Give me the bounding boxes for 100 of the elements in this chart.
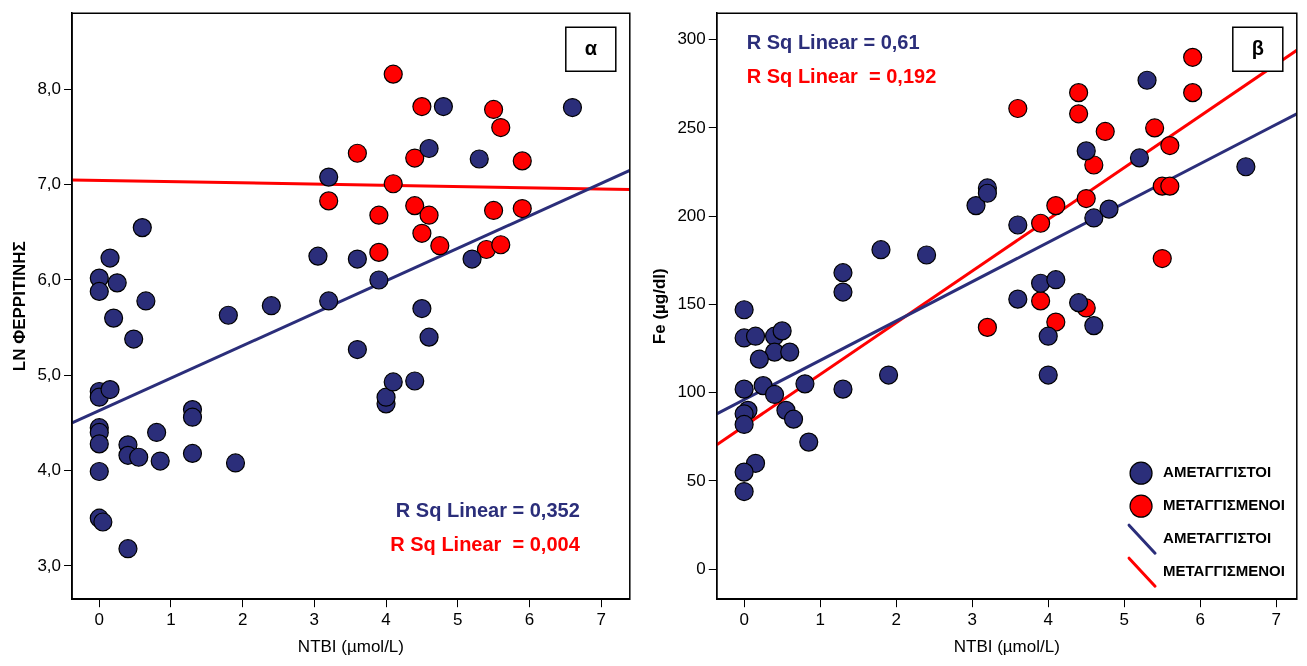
y-tick-label: 0 [696,558,706,578]
point [376,387,396,407]
text: β [1251,36,1264,59]
point [347,143,367,163]
point [89,461,109,482]
point [319,191,339,211]
point [419,205,439,225]
point [1008,289,1028,309]
point [1046,195,1066,216]
point [1099,199,1119,219]
point [129,447,149,467]
point [977,317,997,337]
point [833,282,853,302]
legend-label: ΜΕΤΑΓΓΙΣΜΕΝΟΙ [1163,496,1285,514]
point [1183,83,1203,103]
point [1183,47,1203,67]
y-tick-label: 6,0 [37,269,62,289]
x-tick-label: 6 [1195,610,1205,630]
point [218,305,238,325]
y-tick-label: 300 [677,29,706,49]
point [412,223,432,243]
y-tick-label: 50 [686,470,706,490]
point [491,117,511,138]
y-tick-label: 7,0 [37,174,62,194]
point [1076,188,1096,209]
x-tick-label: 0 [94,610,105,630]
point [261,296,281,316]
text: α [584,36,598,59]
point [734,414,754,435]
point [347,249,367,269]
point [136,291,156,311]
point [1084,155,1104,175]
point [966,195,986,216]
legend-label: ΑΜΕΤΑΓΓΙΣΤΟΙ [1163,529,1272,547]
x-tick-label: 2 [891,610,901,630]
point [833,263,853,283]
point [764,384,785,405]
point [1046,270,1066,290]
point [469,149,489,169]
x-tick-label: 0 [739,610,749,630]
point [512,198,532,219]
point [132,217,152,238]
point [147,422,167,443]
point [1031,213,1051,233]
point [1069,293,1089,313]
y-tick-label: 4,0 [37,460,62,480]
point [783,409,804,429]
y-tick-label: 200 [677,205,706,225]
point [833,379,853,399]
point [100,379,120,400]
point [745,326,766,346]
point [1236,157,1256,177]
x-axis-title: NTBI (µmol/L) [297,637,404,657]
x-tick-label: 4 [381,610,391,630]
point [1137,70,1157,90]
point [89,281,109,302]
x-tick-label: 5 [1119,610,1129,630]
y-axis-title: Fe (µg/dl) [649,268,669,345]
point [182,443,203,464]
y-axis-title: LN ΦΕΡΡΙΤΙΝΗΣ [9,241,29,372]
point [734,462,754,482]
point [430,236,450,256]
point [225,453,246,473]
y-tick-label: 5,0 [37,364,62,384]
point [104,308,124,328]
annotation: R Sq Linear = 0,352 [395,498,580,521]
annotation: R Sq Linear = 0,192 [746,64,937,87]
point [462,249,482,269]
point [1160,176,1180,196]
point [1084,208,1104,228]
point [419,327,439,347]
point [1069,83,1089,103]
x-axis-title: NTBI (µmol/L) [953,637,1060,657]
legend-label: ΜΕΤΑΓΓΙΣΜΕΝΟΙ [1163,562,1285,580]
point [369,242,389,262]
point [319,291,339,311]
point [383,174,403,194]
x-tick-label: 1 [815,610,825,630]
point [347,339,367,360]
annotation: R Sq Linear = 0,004 [390,532,581,555]
point [369,270,389,290]
point [878,365,899,385]
y-tick-label: 8,0 [37,79,62,99]
y-tick-label: 250 [677,117,706,137]
x-tick-label: 6 [524,610,535,630]
x-tick-label: 2 [237,610,248,630]
point [1084,316,1104,336]
x-tick-label: 1 [166,610,176,630]
point [977,183,997,203]
point [483,99,504,120]
point [118,539,138,559]
point [412,298,432,319]
point [124,329,144,349]
point [182,407,203,427]
point [107,273,127,293]
point [1008,215,1028,235]
point [1129,148,1150,168]
point [1069,104,1089,124]
x-tick-label: 7 [1271,610,1282,630]
point [512,151,532,171]
